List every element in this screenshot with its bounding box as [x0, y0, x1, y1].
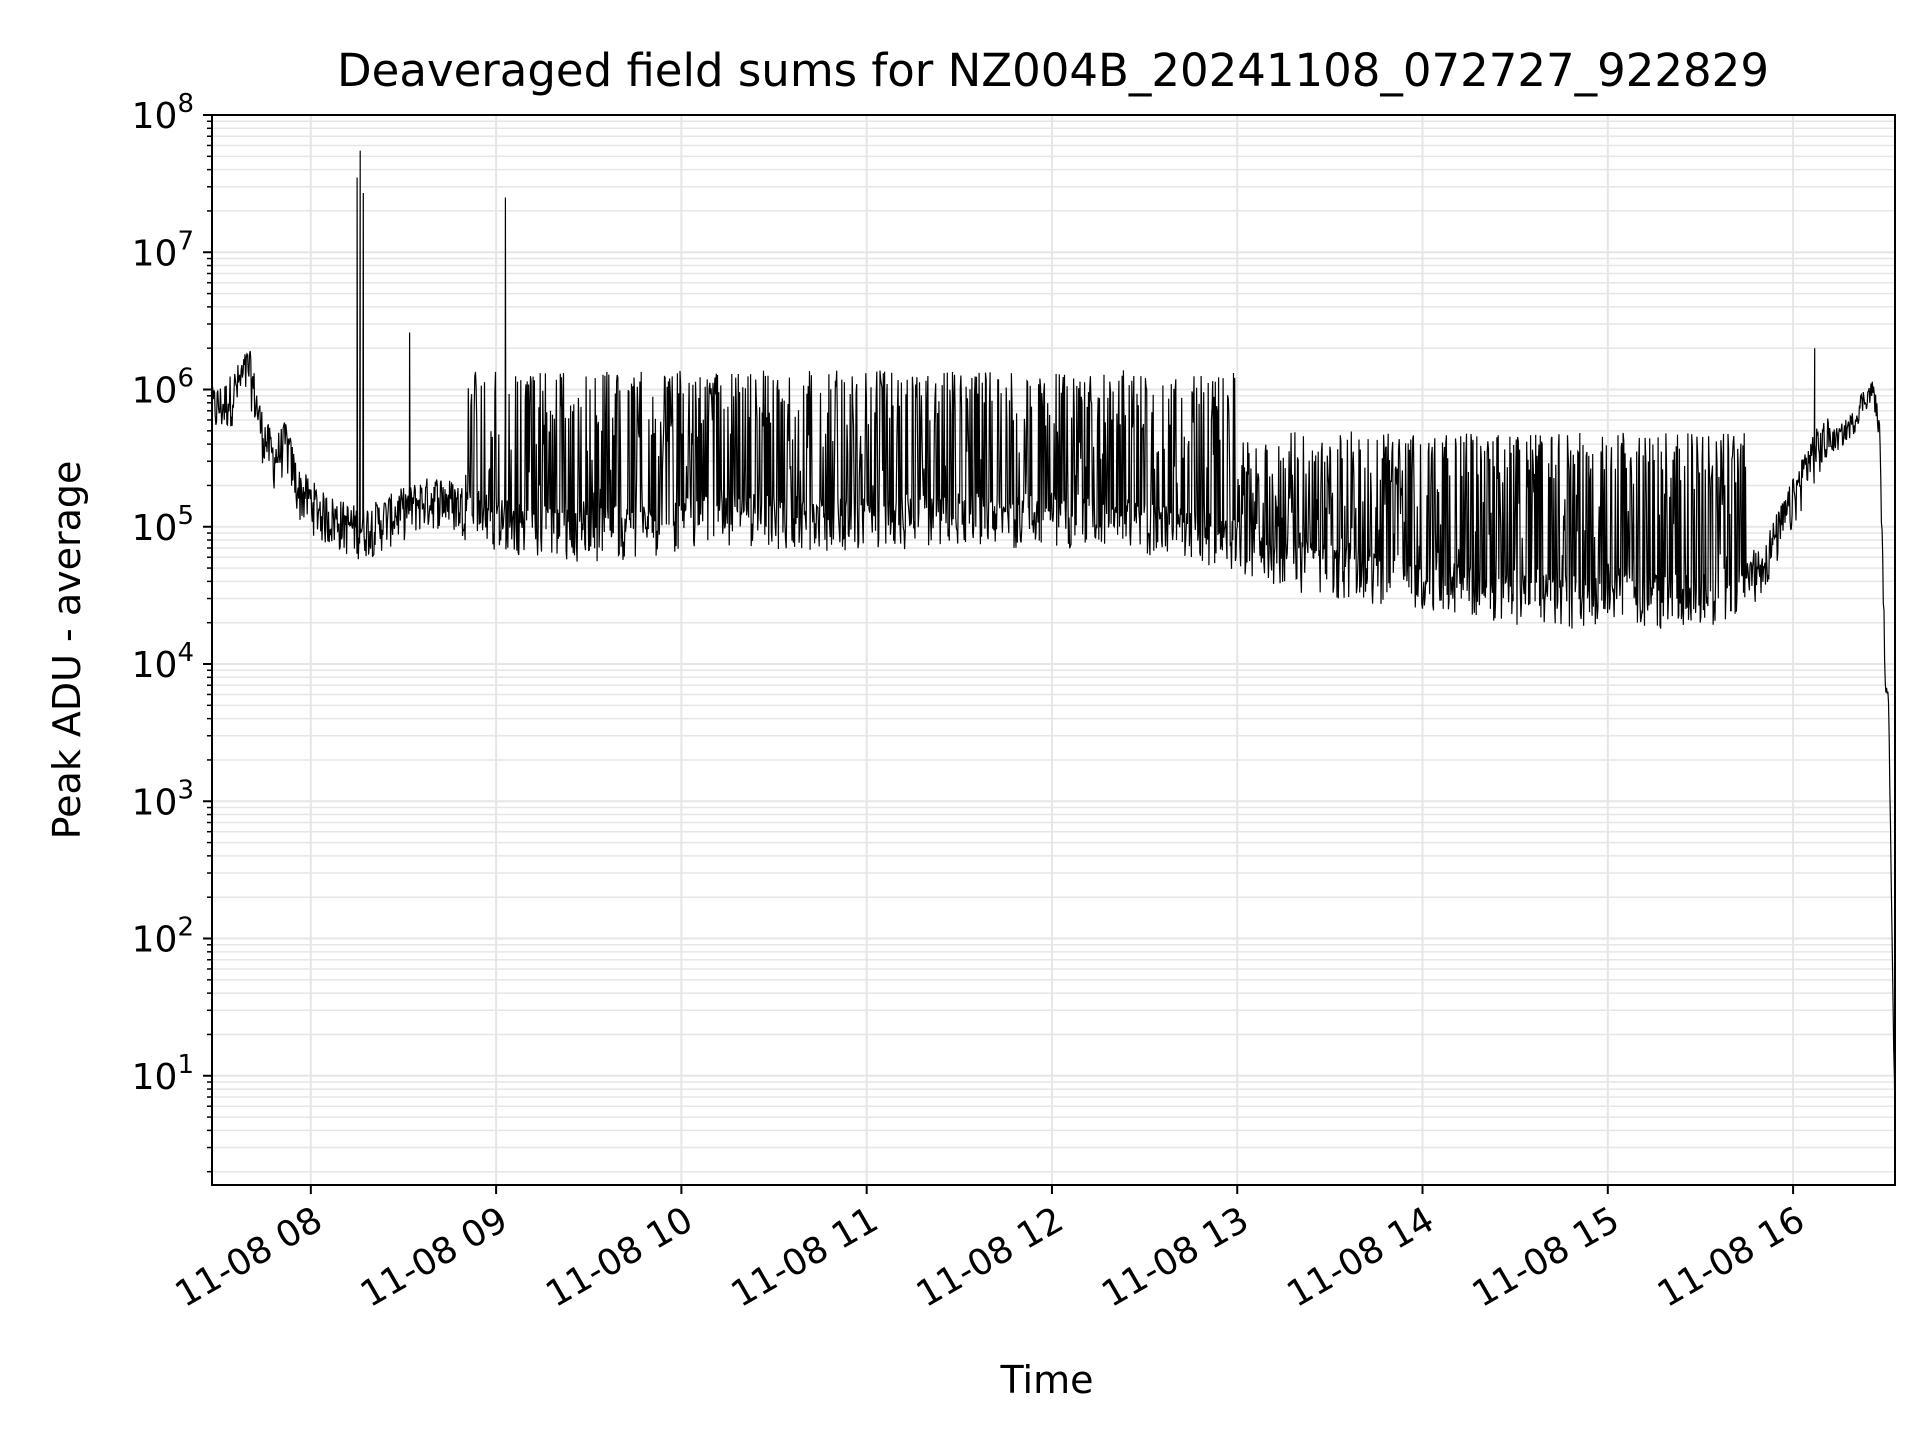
x-axis-label: Time — [1000, 1358, 1094, 1402]
y-axis-label: Peak ADU - average — [45, 461, 89, 840]
y-tick-label: 106 — [132, 364, 194, 412]
y-tick-label: 102 — [132, 913, 194, 961]
y-tick-label: 101 — [132, 1050, 194, 1098]
y-tick-label: 104 — [132, 638, 194, 686]
peak-adu-line — [211, 150, 1896, 1126]
y-tick-label: 103 — [132, 775, 194, 823]
y-tick-label: 107 — [132, 226, 194, 274]
plot-area-frame — [211, 114, 1896, 1186]
chart-title: Deaveraged field sums for NZ004B_2024110… — [337, 44, 1769, 97]
data-series — [211, 150, 1896, 1126]
y-tick-label: 105 — [132, 501, 194, 549]
y-tick-label: 108 — [132, 89, 194, 137]
